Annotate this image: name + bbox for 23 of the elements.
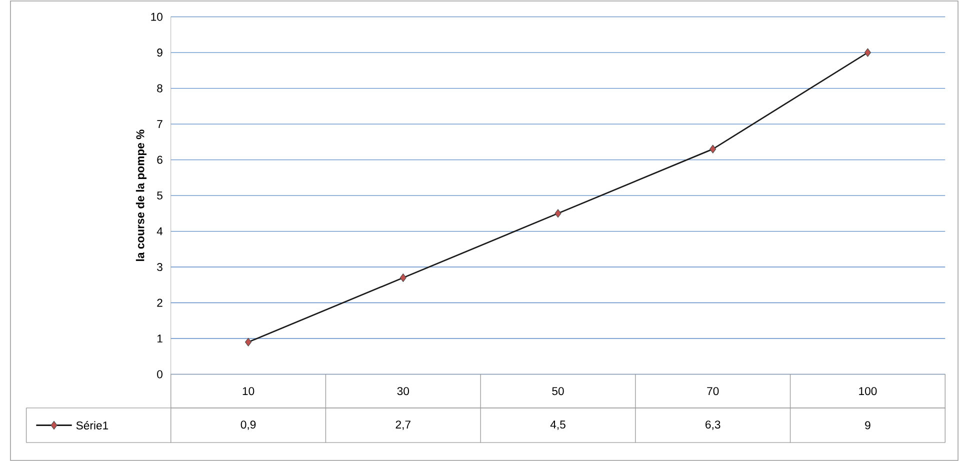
x-tick-label: 70 — [707, 386, 719, 395]
y-tick-label: 10 — [151, 12, 162, 21]
legend-label: Série1 — [76, 420, 108, 430]
x-tick-label: 50 — [552, 386, 564, 395]
y-tick-label: 9 — [157, 48, 162, 56]
data-label: 2,7 — [396, 420, 410, 430]
x-tick-label: 30 — [397, 386, 410, 395]
y-tick-label: 2 — [157, 298, 162, 307]
data-label: 6,3 — [706, 420, 720, 430]
y-tick-label: 6 — [157, 156, 162, 164]
y-tick-label: 4 — [156, 227, 163, 235]
y-tick-label: 1 — [157, 334, 162, 342]
data-label: 0,9 — [240, 420, 256, 430]
y-tick-label: 0 — [157, 370, 162, 378]
x-tick-label: 100 — [859, 386, 877, 395]
data-label: 9 — [865, 421, 870, 430]
x-tick-label: 10 — [242, 386, 254, 395]
y-tick-label: 8 — [157, 84, 162, 92]
data-label: 4,5 — [550, 420, 566, 430]
y-tick-label: 7 — [157, 120, 162, 128]
y-tick-label: 5 — [157, 191, 162, 200]
y-axis-title: la course de la pompe % — [136, 129, 146, 261]
y-tick-label: 3 — [157, 262, 162, 271]
